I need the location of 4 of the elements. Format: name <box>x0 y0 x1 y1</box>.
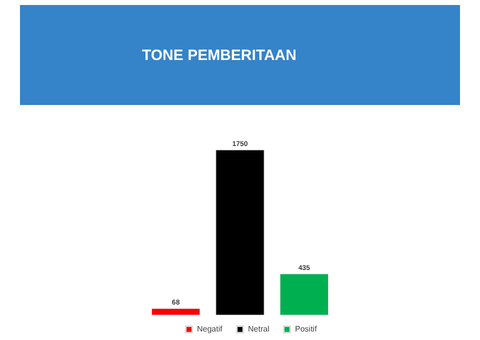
legend-label: Negatif <box>197 324 224 334</box>
legend-label: Positif <box>295 324 318 334</box>
legend-label: Netral <box>248 324 270 334</box>
chart-title: TONE PEMBERITAAN <box>142 47 296 64</box>
